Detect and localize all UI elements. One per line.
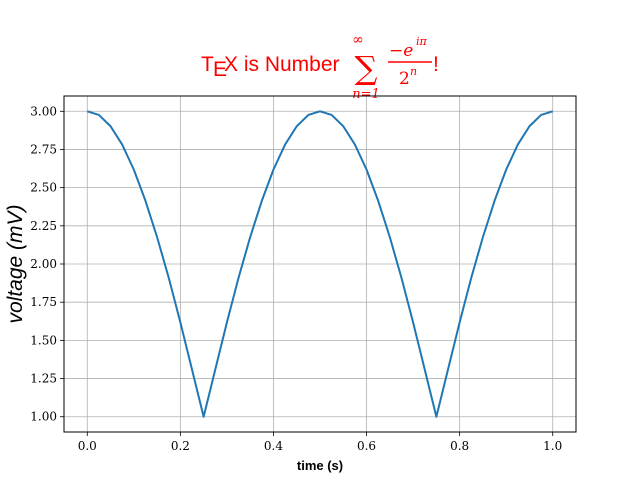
y-tick-label: 1.75 xyxy=(30,295,57,309)
series-line xyxy=(86,110,554,418)
y-tick-label: 2.00 xyxy=(30,257,57,271)
y-tick-label: 2.50 xyxy=(30,181,57,195)
x-tick-label: 0.6 xyxy=(357,439,376,453)
grid xyxy=(64,96,576,432)
x-axis-label: time (s) xyxy=(297,458,343,473)
title-tex-e: E xyxy=(213,58,227,81)
y-tick-label: 1.25 xyxy=(30,372,57,386)
title-sum-symbol: ∑ xyxy=(355,49,378,87)
title-sum-upper: ∞ xyxy=(352,32,364,48)
title-denominator: 2 xyxy=(399,69,410,89)
series-layer xyxy=(86,110,554,418)
x-tick-label: 0.2 xyxy=(171,439,190,453)
x-tick-label: 0.8 xyxy=(450,439,469,453)
chart-title: T E X is Number ∞ ∑ n=1 −e iπ 2 n ! xyxy=(201,32,439,102)
y-tick-label: 2.25 xyxy=(30,219,57,233)
y-axis-label: voltage (mV) xyxy=(4,204,27,323)
y-tick-label: 1.50 xyxy=(30,333,57,347)
x-tick-label: 0.4 xyxy=(264,439,283,453)
title-numerator-exp: iπ xyxy=(416,35,428,48)
y-tick-label: 3.00 xyxy=(30,104,57,118)
title-tex-x: X xyxy=(224,53,238,76)
y-tick-label: 1.00 xyxy=(30,410,57,424)
title-numerator: −e xyxy=(389,41,413,61)
x-tick-label: 0.0 xyxy=(78,439,97,453)
title-text: is Number xyxy=(238,53,345,76)
title-tex-t: T xyxy=(201,53,214,76)
title-denominator-exp: n xyxy=(410,65,417,78)
title-suffix: ! xyxy=(433,53,439,76)
title-sum-lower: n=1 xyxy=(352,87,380,102)
x-axis: 0.0 0.2 0.4 0.6 0.8 1.0 xyxy=(78,432,562,453)
y-tick-label: 2.75 xyxy=(30,142,57,156)
x-tick-label: 1.0 xyxy=(543,439,562,453)
y-axis: 1.00 1.25 1.50 1.75 2.00 2.25 2.50 2.75 3.00 xyxy=(30,104,64,424)
